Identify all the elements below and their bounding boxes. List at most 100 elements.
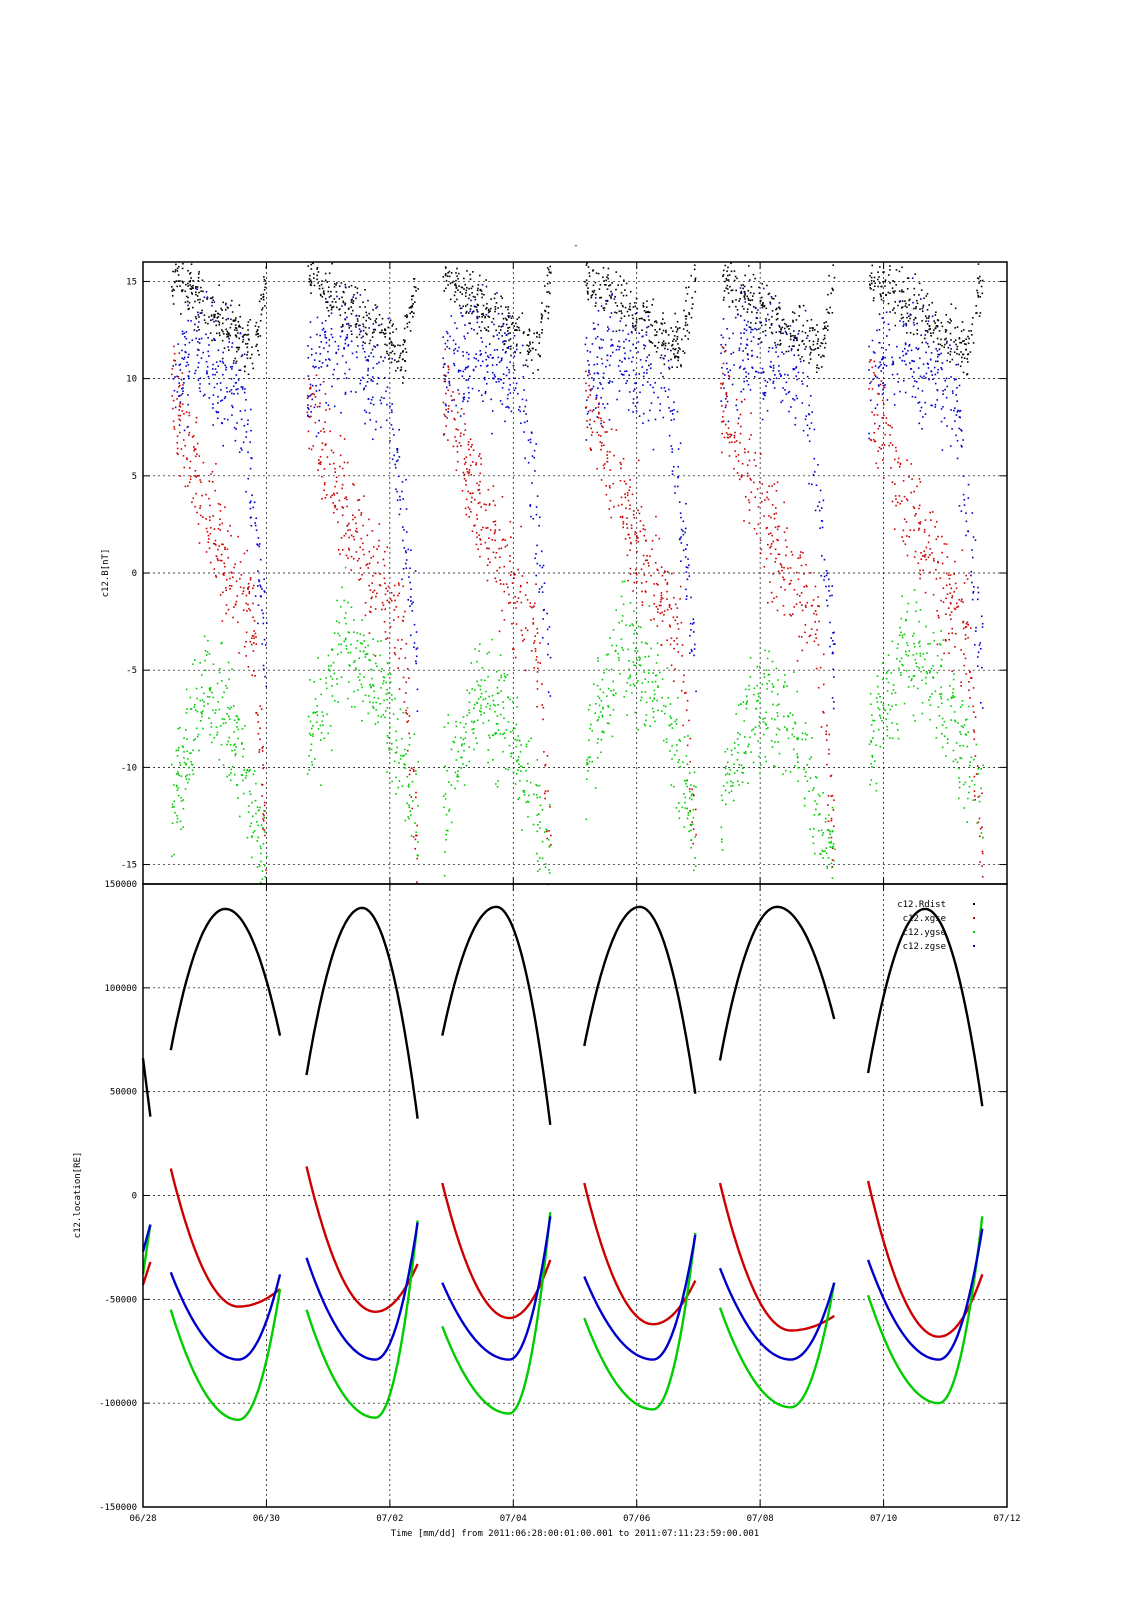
scatter-point [173, 345, 175, 348]
scatter-point [249, 507, 252, 510]
scatter-point [319, 293, 322, 296]
scatter-point [183, 356, 186, 359]
scatter-point [475, 353, 477, 355]
scatter-point [344, 302, 347, 305]
scatter-point [547, 317, 549, 320]
scatter-point [676, 336, 679, 338]
scatter-point [378, 523, 381, 525]
scatter-point [619, 370, 622, 372]
scatter-point [363, 553, 365, 556]
scatter-point [813, 471, 816, 473]
scatter-point [192, 279, 194, 282]
scatter-point [223, 574, 225, 576]
scatter-point [649, 725, 651, 727]
scatter-point [670, 445, 673, 447]
scatter-point [691, 650, 693, 653]
scatter-point [482, 526, 484, 529]
scatter-point [315, 435, 318, 438]
scatter-point [660, 594, 663, 597]
scatter-point [631, 692, 633, 694]
scatter-point [600, 479, 603, 481]
scatter-point [648, 605, 651, 607]
scatter-point [508, 377, 511, 380]
scatter-point [827, 293, 829, 296]
scatter-point [196, 453, 198, 455]
scatter-point [769, 326, 771, 329]
scatter-point [503, 672, 506, 675]
scatter-point [397, 616, 400, 618]
scatter-point [415, 662, 417, 665]
scatter-point [241, 386, 244, 388]
scatter-point [722, 410, 725, 413]
scatter-point [632, 683, 635, 686]
scatter-point [390, 361, 393, 364]
scatter-point [380, 396, 383, 399]
scatter-point [792, 319, 794, 322]
scatter-point [508, 388, 510, 391]
scatter-point [333, 632, 336, 634]
scatter-point [247, 603, 249, 606]
scatter-point [519, 410, 522, 413]
scatter-point [226, 306, 229, 309]
scatter-point [826, 724, 828, 727]
scatter-point [198, 291, 200, 294]
scatter-point [535, 574, 538, 577]
scatter-point [661, 323, 663, 325]
scatter-point [511, 648, 514, 650]
scatter-point [192, 284, 194, 287]
scatter-point [401, 526, 404, 528]
scatter-point [416, 688, 419, 691]
scatter-point [172, 378, 175, 380]
scatter-point [488, 343, 491, 345]
scatter-point [637, 728, 640, 731]
scatter-point [508, 406, 510, 409]
scatter-point [262, 664, 265, 667]
scatter-point [511, 321, 514, 324]
scatter-point [740, 390, 743, 393]
scatter-point [675, 331, 678, 333]
scatter-point [498, 547, 500, 550]
scatter-point [468, 297, 470, 300]
scatter-point [473, 305, 476, 308]
scatter-point [342, 290, 345, 293]
scatter-point [403, 547, 406, 549]
scatter-point [369, 659, 372, 662]
scatter-point [544, 863, 547, 865]
scatter-point [380, 716, 383, 718]
scatter-point [546, 628, 549, 631]
scatter-point [340, 605, 342, 608]
scatter-point [593, 372, 596, 375]
scatter-point [180, 797, 182, 799]
scatter-point [207, 702, 209, 705]
scatter-point [825, 574, 828, 577]
scatter-point [599, 284, 602, 286]
scatter-point [802, 324, 804, 327]
scatter-point [587, 769, 589, 772]
scatter-point [343, 640, 346, 643]
scatter-point [612, 629, 615, 631]
scatter-point [181, 290, 183, 293]
scatter-point [479, 696, 482, 698]
scatter-point [549, 695, 552, 697]
scatter-point [259, 845, 262, 848]
scatter-point [473, 357, 476, 359]
scatter-point [526, 350, 529, 352]
scatter-point [249, 578, 252, 581]
scatter-point [200, 357, 203, 359]
scatter-point [468, 709, 471, 712]
scatter-point [488, 537, 490, 539]
scatter-point [446, 769, 448, 772]
scatter-point [776, 481, 779, 484]
scatter-point [451, 410, 453, 412]
scatter-point [398, 688, 401, 690]
scatter-point [403, 327, 406, 330]
scatter-point [665, 741, 668, 744]
scatter-point [213, 737, 216, 739]
scatter-point [212, 394, 215, 396]
scatter-point [828, 590, 830, 592]
scatter-point [688, 797, 691, 800]
scatter-point [471, 292, 473, 294]
scatter-point [188, 370, 191, 373]
scatter-point [238, 324, 241, 327]
scatter-point [536, 796, 539, 799]
